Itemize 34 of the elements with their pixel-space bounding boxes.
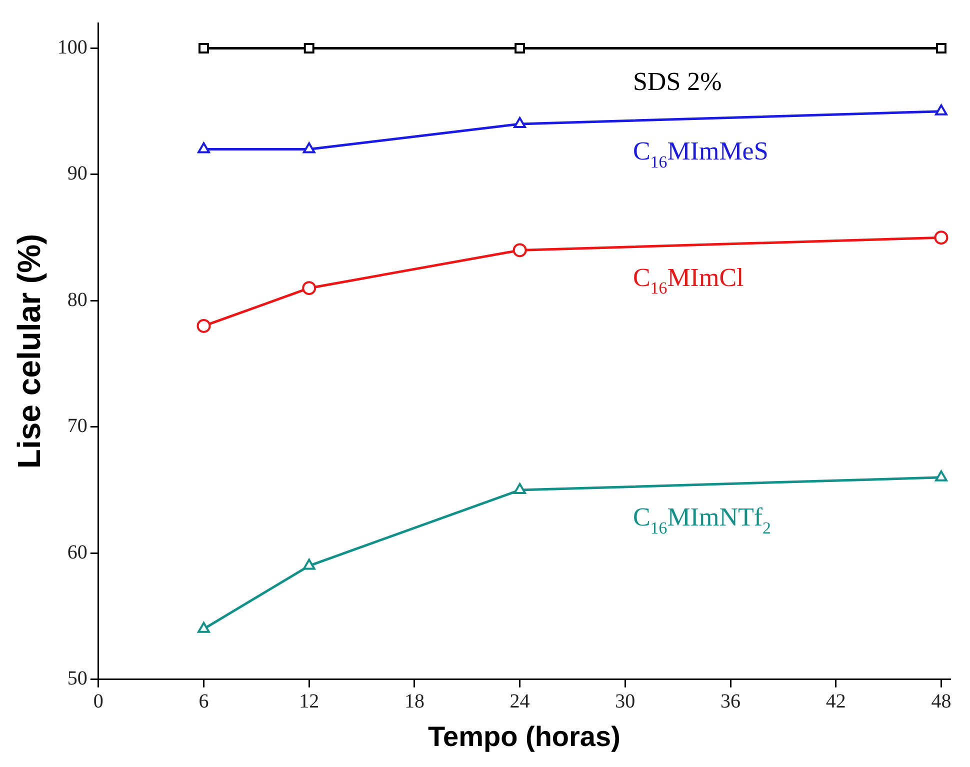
point [935,104,948,116]
point [512,243,527,258]
point [302,558,316,570]
x-tick-label: 24 [510,690,530,713]
y-tick-label: 70 [67,415,88,438]
point [514,116,526,128]
y-tick-label: 50 [67,668,88,690]
x-tick-label: 42 [826,690,846,713]
point [934,230,948,245]
y-tick-label: 90 [67,162,88,185]
x-tick-label: 6 [198,690,209,713]
point [304,43,314,54]
y-axis-title: Lise celular (%) [11,234,48,469]
point [514,43,526,54]
y-tick-label: 100 [57,36,88,58]
point [302,281,316,296]
point [198,622,210,633]
x-tick-label: 30 [615,690,636,713]
point [935,470,948,482]
point [514,483,526,494]
x-tick-label: 0 [93,690,104,713]
x-tick-label: 18 [404,690,424,713]
point [302,142,316,154]
point [196,318,211,333]
series-label: SDS 2% [632,67,722,96]
point [936,43,946,54]
y-tick-label: 60 [67,541,88,564]
point [198,142,210,154]
x-tick-label: 48 [931,690,952,713]
x-tick-label: 36 [720,690,741,713]
x-tick-label: 12 [299,690,320,713]
x-axis-title: Tempo (horas) [428,720,620,752]
point [198,43,209,54]
y-tick-label: 80 [67,288,88,311]
